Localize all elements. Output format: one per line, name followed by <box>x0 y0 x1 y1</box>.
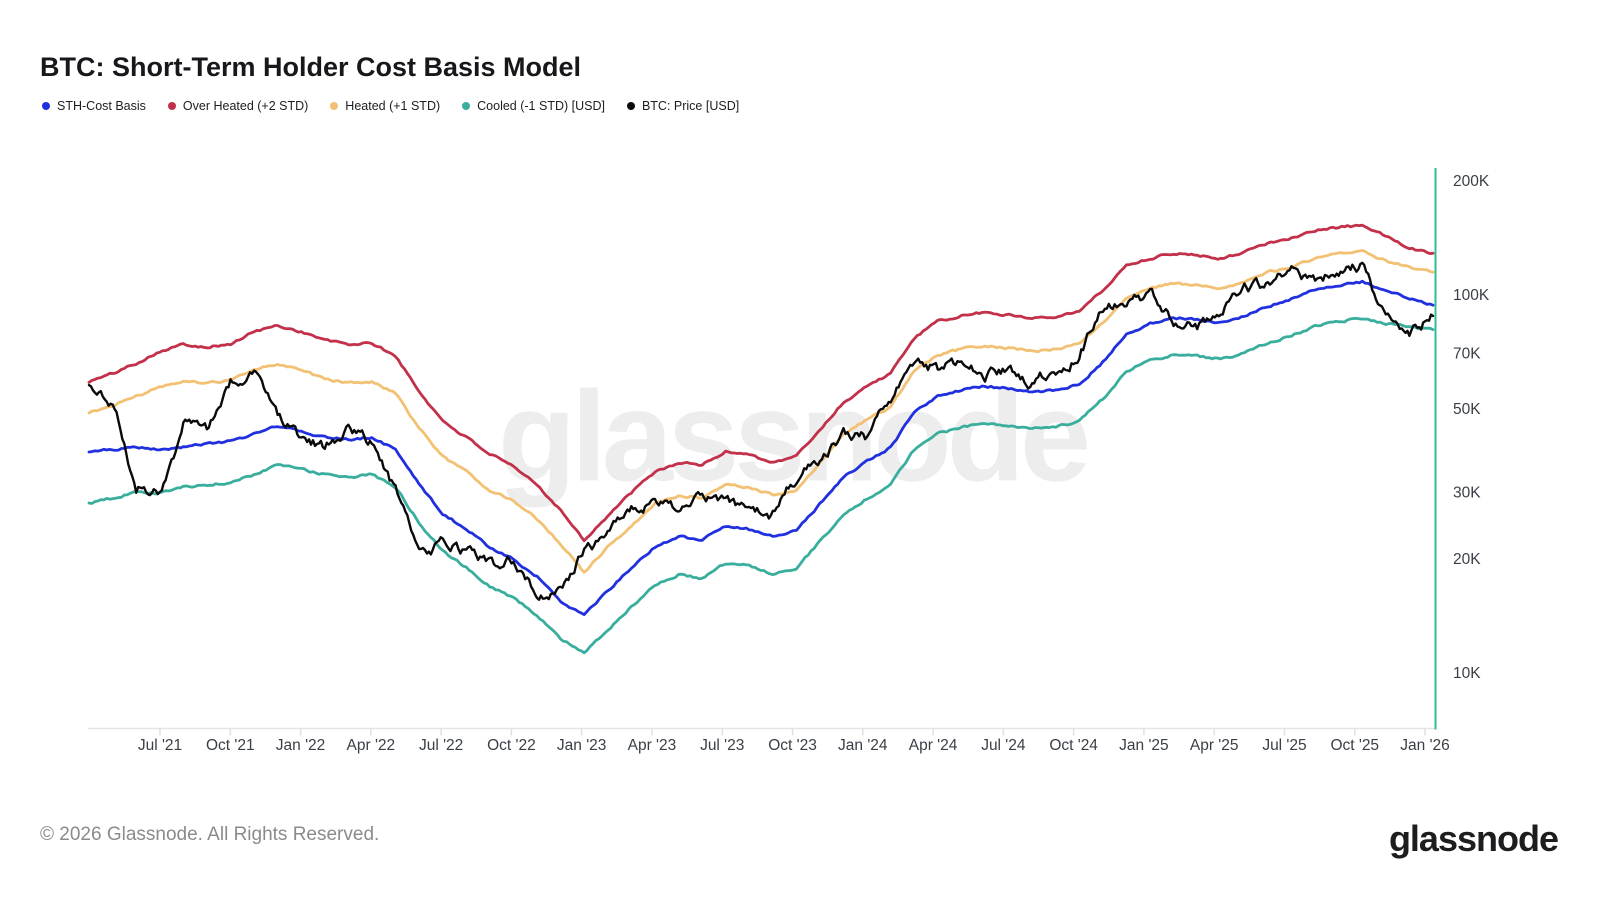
legend-label: BTC: Price [USD] <box>641 99 740 113</box>
legend-label: Cooled (-1 STD) [USD] <box>477 99 605 113</box>
series-line-cooled <box>87 317 1435 655</box>
y-axis-label: 200K <box>1453 173 1490 190</box>
legend-item-heated[interactable]: Heated (+1 STD) <box>330 99 440 113</box>
x-axis-label: Jul '25 <box>1262 737 1306 754</box>
x-axis-label: Jul '24 <box>981 737 1026 754</box>
y-axis-label: 30K <box>1453 485 1481 502</box>
x-axis-label: Jan '25 <box>1119 737 1169 754</box>
legend-dot-btc-price <box>626 102 635 110</box>
legend-dot-over-heated <box>167 102 176 110</box>
x-axis-label: Oct '25 <box>1330 737 1379 754</box>
x-axis-label: Oct '23 <box>768 737 817 754</box>
x-axis-label: Jan '22 <box>276 737 326 754</box>
x-axis-label: Oct '24 <box>1049 737 1098 754</box>
series-line-over-heated <box>87 223 1435 543</box>
x-axis-label: Jul '22 <box>419 737 463 754</box>
x-axis-label: Apr '24 <box>909 737 958 754</box>
legend-label: STH-Cost Basis <box>57 99 146 113</box>
y-axis-label: 10K <box>1453 665 1481 682</box>
legend-dot-cooled <box>462 102 471 110</box>
legend-label: Over Heated (+2 STD) <box>182 99 309 113</box>
y-axis-label: 50K <box>1453 401 1481 418</box>
x-axis-label: Jan '26 <box>1400 737 1450 754</box>
x-axis-label: Oct '21 <box>206 737 255 754</box>
x-axis-label: Jan '24 <box>838 737 888 754</box>
x-axis-label: Apr '25 <box>1190 737 1239 754</box>
y-axis-label: 70K <box>1453 346 1481 363</box>
legend-item-cooled[interactable]: Cooled (-1 STD) [USD] <box>462 99 605 113</box>
x-axis-label: Apr '22 <box>347 737 396 754</box>
copyright-text: © 2026 Glassnode. All Rights Reserved. <box>40 824 380 845</box>
glassnode-logo: glassnode <box>1388 818 1559 859</box>
x-axis-label: Apr '23 <box>628 737 677 754</box>
legend-dot-heated <box>330 102 339 110</box>
x-axis-label: Jul '21 <box>138 737 182 754</box>
x-axis-label: Oct '22 <box>487 737 536 754</box>
legend-item-btc-price[interactable]: BTC: Price [USD] <box>626 99 740 113</box>
legend-item-sth-cost-basis[interactable]: STH-Cost Basis <box>42 99 146 113</box>
x-axis-label: Jul '23 <box>700 737 744 754</box>
series-line-heated <box>87 249 1435 574</box>
legend-dot-sth-cost-basis <box>42 102 50 110</box>
x-axis-label: Jan '23 <box>557 737 607 754</box>
legend-item-over-heated[interactable]: Over Heated (+2 STD) <box>167 99 309 113</box>
series-line-btc-price <box>87 261 1435 601</box>
legend-label: Heated (+1 STD) <box>345 99 441 113</box>
series-line-sth-cost-basis <box>87 279 1435 616</box>
legend: STH-Cost Basis Over Heated (+2 STD) Heated… <box>42 99 739 113</box>
y-axis-label: 20K <box>1453 551 1481 568</box>
y-axis-label: 100K <box>1453 287 1490 304</box>
page-title: BTC: Short-Term Holder Cost Basis Model <box>40 52 582 83</box>
